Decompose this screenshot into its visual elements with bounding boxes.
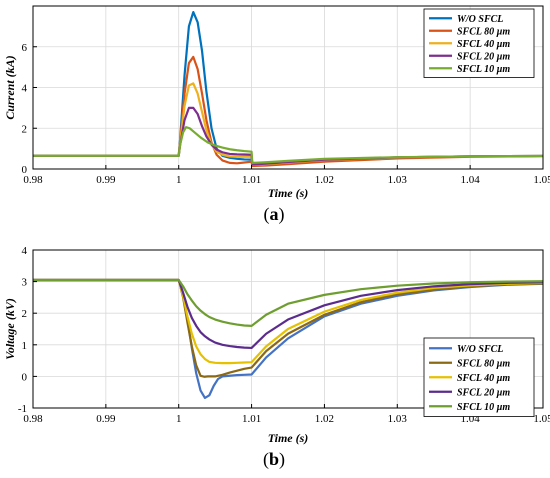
series-line-2: [33, 55, 544, 168]
legend-entry: SFCL 80 µm: [457, 358, 510, 369]
subfigure-caption: (a): [264, 204, 285, 225]
x-tick-label: 1: [176, 413, 182, 425]
y-tick-label: 0: [22, 371, 28, 383]
legend-entry: W/O SFCL: [457, 344, 503, 355]
y-tick-label: 3: [22, 277, 28, 289]
x-tick-label: 0.99: [96, 413, 116, 425]
x-tick-label: 1.05: [533, 174, 550, 186]
legend-entry: SFCL 10 µm: [457, 64, 510, 75]
x-tick-label: 0.99: [96, 174, 116, 186]
y-tick-label: 0: [22, 164, 28, 176]
x-tick-label: 1: [176, 174, 182, 186]
y-axis-label: Current (kA): [3, 55, 17, 119]
series-line-3: [33, 278, 544, 365]
x-tick-label: 1.05: [533, 413, 550, 425]
x-tick-label: 0.98: [23, 413, 43, 425]
x-tick-label: 1.01: [242, 174, 261, 186]
axes-frame: [32, 249, 544, 409]
legend: W/O SFCL SFCL 80 µm SFCL 40 µm SFCL 20 µm SF…: [423, 337, 535, 417]
chart-b: 0.98 0.99 1 1.01 1.02 1.03 1.04 1.05-101234Time…: [3, 245, 550, 470]
x-tick-label: 1.01: [242, 413, 261, 425]
y-tick-label: 1: [22, 340, 28, 352]
x-tick-label: 1.02: [315, 413, 334, 425]
x-axis-label: Time (s): [268, 431, 309, 445]
subfigure-caption: (b): [263, 449, 285, 470]
y-axis-label: Voltage (kV): [3, 298, 17, 360]
legend-entry: SFCL 20 µm: [457, 387, 510, 398]
chart-a: 0.98 0.99 1 1.01 1.02 1.03 1.04 1.05 0 2 4 6 Time (s…: [3, 5, 550, 225]
x-tick-label: 1.02: [315, 174, 334, 186]
y-tick-label: -1: [18, 403, 27, 415]
legend-entry: W/O SFCL: [457, 14, 503, 25]
legend-entry: SFCL 40 µm: [457, 373, 510, 384]
series-line-4: [33, 278, 544, 350]
legend-entry: SFCL 20 µm: [457, 51, 510, 62]
legend-entry: SFCL 80 µm: [457, 26, 510, 37]
series-line-5: [33, 126, 544, 164]
x-axis-label: Time (s): [268, 186, 309, 200]
x-tick-label: 1.04: [461, 174, 481, 186]
y-tick-label: 2: [22, 123, 28, 135]
legend-entry: SFCL 10 µm: [457, 402, 510, 413]
y-tick-label: 6: [22, 42, 28, 54]
y-tick-label: 4: [22, 245, 28, 257]
series-line-5: [33, 278, 544, 327]
y-tick-label: 2: [22, 308, 28, 320]
legend-entry: SFCL 40 µm: [457, 39, 510, 50]
x-tick-label: 0.98: [23, 174, 43, 186]
x-tick-label: 1.03: [388, 174, 408, 186]
series-line-2: [33, 278, 544, 378]
x-tick-label: 1.03: [388, 413, 408, 425]
y-tick-label: 4: [22, 83, 28, 95]
